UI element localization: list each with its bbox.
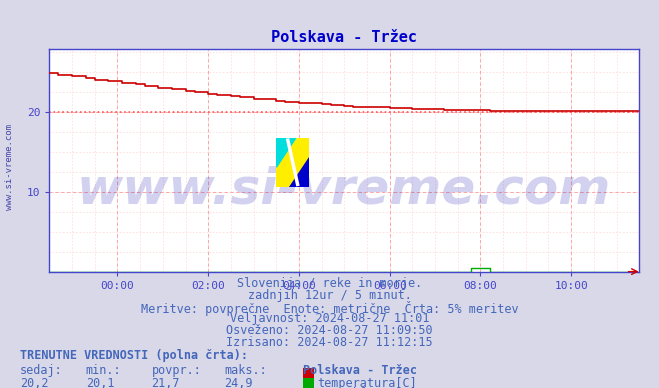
Text: TRENUTNE VREDNOSTI (polna črta):: TRENUTNE VREDNOSTI (polna črta):	[20, 349, 248, 362]
Text: 20,1: 20,1	[86, 377, 114, 388]
Text: Polskava - Tržec: Polskava - Tržec	[303, 364, 417, 377]
Text: maks.:: maks.:	[224, 364, 267, 377]
Text: 0,8: 0,8	[20, 387, 41, 388]
Text: Slovenija / reke in morje.: Slovenija / reke in morje.	[237, 277, 422, 291]
Text: 24,9: 24,9	[224, 377, 252, 388]
Text: 21,7: 21,7	[152, 377, 180, 388]
Title: Polskava - Tržec: Polskava - Tržec	[272, 29, 417, 45]
Text: www.si-vreme.com: www.si-vreme.com	[77, 165, 612, 213]
Text: 0,8: 0,8	[86, 387, 107, 388]
Text: zadnjih 12ur / 5 minut.: zadnjih 12ur / 5 minut.	[248, 289, 411, 302]
Text: povpr.:: povpr.:	[152, 364, 202, 377]
Text: Osveženo: 2024-08-27 11:09:50: Osveženo: 2024-08-27 11:09:50	[226, 324, 433, 337]
Text: 1,3: 1,3	[224, 387, 245, 388]
Text: temperatura[C]: temperatura[C]	[318, 377, 417, 388]
Text: Veljavnost: 2024-08-27 11:01: Veljavnost: 2024-08-27 11:01	[230, 312, 429, 326]
Text: Meritve: povprečne  Enote: metrične  Črta: 5% meritev: Meritve: povprečne Enote: metrične Črta:…	[140, 301, 519, 316]
Text: www.si-vreme.com: www.si-vreme.com	[5, 124, 14, 210]
Text: 20,2: 20,2	[20, 377, 48, 388]
Text: 0,9: 0,9	[152, 387, 173, 388]
Text: Izrisano: 2024-08-27 11:12:15: Izrisano: 2024-08-27 11:12:15	[226, 336, 433, 349]
Text: sedaj:: sedaj:	[20, 364, 63, 377]
Text: pretok[m3/s]: pretok[m3/s]	[318, 387, 403, 388]
Text: min.:: min.:	[86, 364, 121, 377]
